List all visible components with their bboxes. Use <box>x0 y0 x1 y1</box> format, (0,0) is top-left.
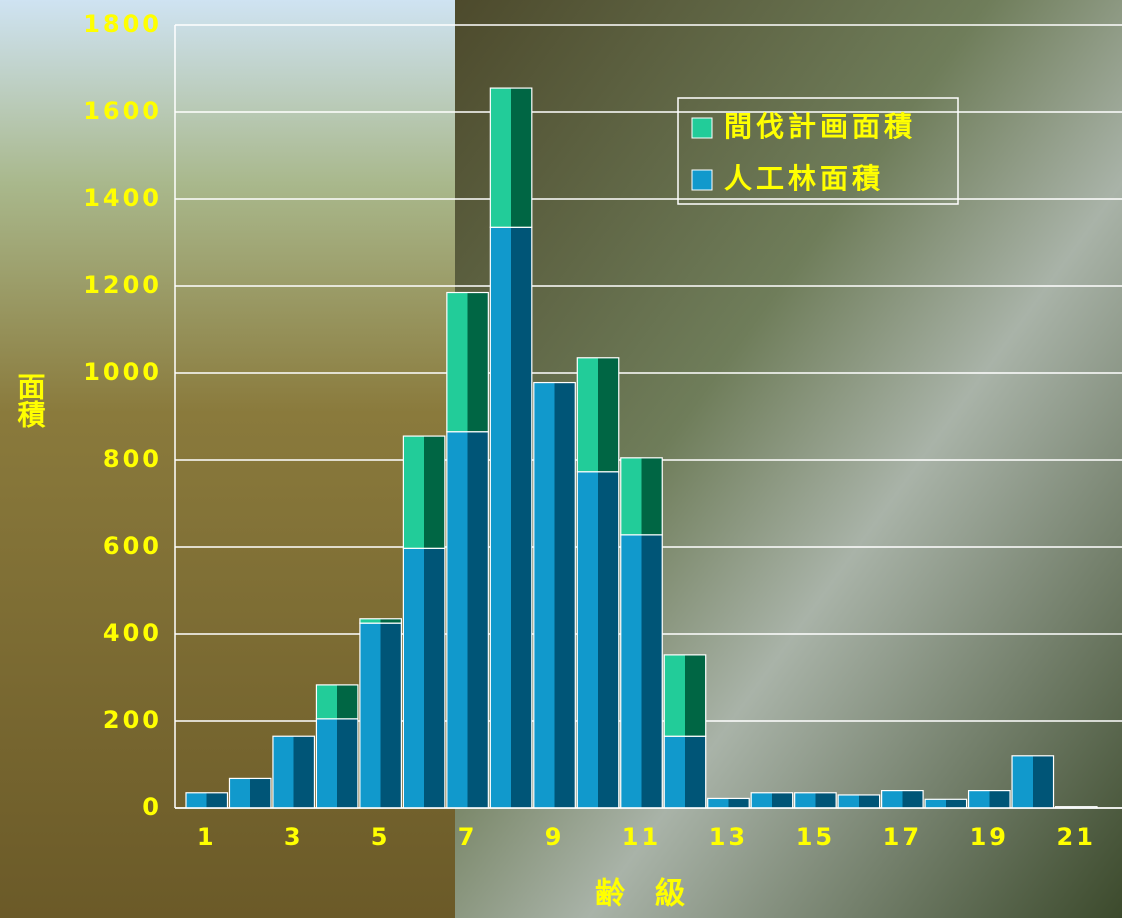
legend-box <box>677 97 959 205</box>
bar-segment <box>794 792 837 809</box>
bar-segment <box>402 547 446 809</box>
x-tick-label: 17 <box>883 823 922 851</box>
x-tick-label: 21 <box>1057 823 1096 851</box>
y-tick-label: 600 <box>103 532 162 560</box>
bar-segment <box>359 622 402 809</box>
legend-swatch <box>691 117 713 139</box>
x-tick-label: 11 <box>622 823 661 851</box>
bar-segment <box>402 435 446 549</box>
bar-segment <box>489 87 533 228</box>
legend-label: 人工林面積 <box>724 162 884 195</box>
bar-segment <box>707 797 750 809</box>
bar-segment <box>228 777 272 809</box>
bar-segment <box>576 471 620 809</box>
legend-swatch <box>691 169 713 191</box>
x-tick-label: 13 <box>709 823 748 851</box>
bar-segment <box>315 718 359 809</box>
y-tick-label: 1000 <box>83 358 162 386</box>
bar-segment <box>489 226 533 809</box>
bar-segment <box>881 789 924 809</box>
x-tick-label: 3 <box>284 823 304 851</box>
bar-segment <box>272 735 316 809</box>
bar-segment <box>663 735 707 809</box>
bar-segment <box>663 654 707 737</box>
x-tick-label: 15 <box>796 823 835 851</box>
y-tick-label: 1600 <box>83 97 162 125</box>
y-tick-label: 800 <box>103 445 162 473</box>
y-tick-label: 1800 <box>83 10 162 38</box>
bar-segment <box>837 794 881 809</box>
bar-segment <box>620 457 663 536</box>
y-tick-label: 0 <box>142 793 162 821</box>
x-tick-label: 7 <box>458 823 478 851</box>
x-tick-label: 9 <box>545 823 565 851</box>
y-tick-label: 1200 <box>83 271 162 299</box>
bar-segment <box>750 792 794 809</box>
bar-segment <box>315 684 359 720</box>
bar-segment <box>359 618 402 624</box>
bar-segment <box>620 534 663 809</box>
y-tick-label: 400 <box>103 619 162 647</box>
bar-segment <box>576 357 620 473</box>
bar-segment <box>446 291 489 433</box>
x-tick-label: 5 <box>371 823 391 851</box>
x-axis-label: 齢 級 <box>595 877 685 912</box>
bar-segment <box>924 798 968 809</box>
legend-label: 間伐計画面積 <box>724 110 916 143</box>
bar-segment <box>446 431 489 809</box>
y-axis-label: 面積 <box>14 372 47 428</box>
bar-segment <box>1011 755 1055 809</box>
bar-segment <box>185 792 229 809</box>
x-tick-label: 19 <box>970 823 1009 851</box>
bar-segment <box>533 381 576 809</box>
x-tick-label: 1 <box>197 823 217 851</box>
y-tick-label: 200 <box>103 706 162 734</box>
bar-segment <box>967 789 1011 809</box>
y-tick-label: 1400 <box>83 184 162 212</box>
